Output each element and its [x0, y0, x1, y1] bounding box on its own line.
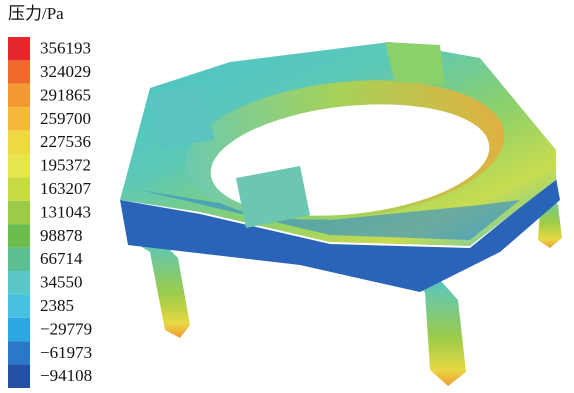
legend-label: 131043 [40, 202, 91, 221]
legend-swatch [8, 131, 30, 154]
legend-swatch [8, 271, 30, 294]
legend-swatch [8, 154, 30, 177]
legend-label: −61973 [40, 343, 92, 362]
legend-swatch [8, 341, 30, 364]
legend-swatch [8, 201, 30, 224]
figure: 压力/Pa 356193 324029 291865 259700 227536 1953… [0, 0, 574, 393]
leg [405, 280, 466, 386]
legend-label: 98878 [40, 226, 83, 245]
model [120, 42, 562, 386]
legend-title: 压力/Pa [8, 4, 64, 23]
legend-label: 34550 [40, 273, 83, 292]
legend-swatch [8, 365, 30, 388]
legend-label: −94108 [40, 366, 92, 385]
legend-swatch [8, 294, 30, 317]
legend-label: 291865 [40, 85, 91, 104]
leg [130, 240, 190, 338]
legend-label: 259700 [40, 109, 91, 128]
legend-label: 66714 [40, 249, 83, 268]
legend-label: 324029 [40, 62, 91, 81]
legend-label: 195372 [40, 156, 91, 175]
legend-label: −29779 [40, 319, 92, 338]
legend-swatch [8, 107, 30, 130]
legend-swatch [8, 177, 30, 200]
legend-swatch [8, 224, 30, 247]
legend-swatch [8, 318, 30, 341]
legend-label: 227536 [40, 132, 91, 151]
legend-swatch [8, 37, 30, 60]
legend-label: 163207 [40, 179, 92, 198]
legend-label: 356193 [40, 39, 91, 58]
legend-swatch [8, 248, 30, 271]
legend: 356193 324029 291865 259700 227536 195372 1632… [8, 37, 92, 388]
page: 压力/Pa 356193 324029 291865 259700 227536 1953… [0, 0, 574, 393]
legend-swatch [8, 60, 30, 83]
legend-label: 2385 [40, 296, 74, 315]
legend-swatch [8, 84, 30, 107]
